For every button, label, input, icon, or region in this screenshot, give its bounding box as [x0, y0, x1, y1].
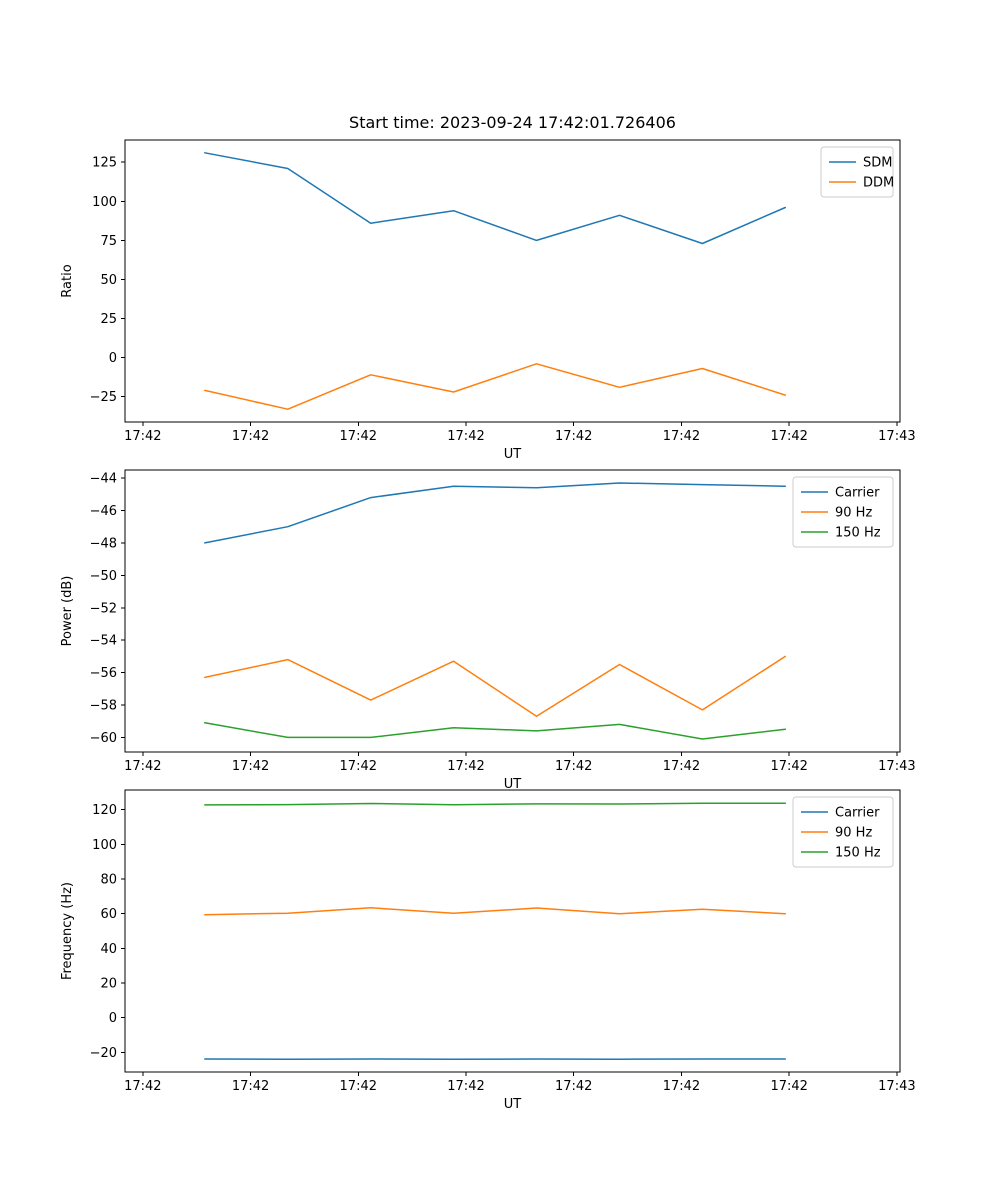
x-tick-label: 17:42	[770, 759, 807, 774]
y-axis-label: Power (dB)	[60, 576, 75, 647]
legend-label: Carrier	[835, 806, 880, 821]
y-tick-label: −20	[90, 1046, 117, 1061]
x-tick-label: 17:43	[878, 429, 915, 444]
legend-label: 150 Hz	[835, 526, 881, 541]
legend-box	[792, 796, 894, 868]
x-tick-label: 17:42	[447, 759, 484, 774]
y-axis-label: Frequency (Hz)	[60, 882, 75, 980]
legend-box	[820, 146, 894, 198]
x-tick-label: 17:42	[232, 759, 269, 774]
y-tick-label: 25	[100, 312, 117, 327]
y-tick-label: 120	[92, 803, 117, 818]
x-tick-label: 17:42	[232, 429, 269, 444]
x-tick-label: 17:42	[232, 1079, 269, 1094]
x-tick-label: 17:42	[124, 429, 161, 444]
x-tick-label: 17:43	[878, 1079, 915, 1094]
y-tick-label: −46	[90, 504, 117, 519]
series-line-ddm	[204, 363, 787, 410]
series-line-sdm	[204, 152, 787, 245]
y-tick-label: −50	[90, 569, 117, 584]
x-tick-label: 17:42	[555, 1079, 592, 1094]
x-tick-label: 17:42	[340, 1079, 377, 1094]
y-tick-label: 100	[92, 838, 117, 853]
x-tick-label: 17:42	[340, 429, 377, 444]
chart-title: Start time: 2023-09-24 17:42:01.726406	[349, 113, 676, 132]
x-tick-label: 17:42	[340, 759, 377, 774]
y-tick-label: −48	[90, 536, 117, 551]
x-tick-label: 17:42	[124, 1079, 161, 1094]
y-tick-label: −60	[90, 731, 117, 746]
series-line-carrier	[204, 482, 787, 544]
legend-label: DDM	[863, 176, 894, 191]
y-tick-label: 100	[92, 195, 117, 210]
x-tick-label: 17:42	[447, 1079, 484, 1094]
legend-label: SDM	[863, 156, 892, 171]
x-tick-label: 17:42	[555, 759, 592, 774]
plot-frame	[124, 789, 901, 1073]
x-axis-label: UT	[504, 1097, 522, 1112]
y-axis-label: Ratio	[60, 264, 75, 297]
x-tick-label: 17:42	[770, 1079, 807, 1094]
y-tick-label: 80	[100, 873, 117, 888]
series-line-150-hz	[204, 722, 787, 740]
y-tick-label: 50	[100, 273, 117, 288]
y-tick-label: 60	[100, 907, 117, 922]
x-tick-label: 17:42	[447, 429, 484, 444]
y-tick-label: −54	[90, 634, 117, 649]
y-tick-label: 40	[100, 942, 117, 957]
plot-frame	[124, 469, 901, 753]
legend-label: 90 Hz	[835, 826, 872, 841]
y-tick-label: −25	[90, 390, 117, 405]
plot-frame	[124, 139, 901, 423]
series-line-90-hz	[204, 655, 787, 718]
y-tick-label: 75	[100, 234, 117, 249]
x-tick-label: 17:42	[124, 759, 161, 774]
x-tick-label: 17:42	[663, 1079, 700, 1094]
series-line-150-hz	[204, 802, 787, 806]
x-tick-label: 17:42	[663, 429, 700, 444]
y-tick-label: 0	[109, 1011, 117, 1026]
x-tick-label: 17:42	[555, 429, 592, 444]
legend-label: 150 Hz	[835, 846, 881, 861]
y-tick-label: −58	[90, 699, 117, 714]
y-tick-label: 20	[100, 976, 117, 991]
x-axis-label: UT	[504, 447, 522, 462]
legend-label: Carrier	[835, 486, 880, 501]
x-tick-label: 17:42	[663, 759, 700, 774]
legend-label: 90 Hz	[835, 506, 872, 521]
legend-box	[792, 476, 894, 548]
y-tick-label: 125	[92, 156, 117, 171]
x-axis-label: UT	[504, 777, 522, 792]
y-tick-label: 0	[109, 351, 117, 366]
x-tick-label: 17:43	[878, 759, 915, 774]
y-tick-label: −44	[90, 472, 117, 487]
y-tick-label: −52	[90, 601, 117, 616]
x-tick-label: 17:42	[770, 429, 807, 444]
y-tick-label: −56	[90, 666, 117, 681]
series-line-90-hz	[204, 907, 787, 916]
